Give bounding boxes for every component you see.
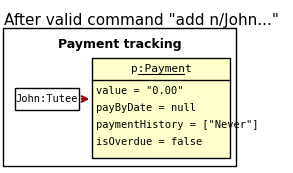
Text: isOverdue = false: isOverdue = false (96, 137, 202, 147)
Text: Payment tracking: Payment tracking (57, 38, 181, 51)
FancyBboxPatch shape (92, 58, 231, 158)
FancyBboxPatch shape (3, 28, 236, 166)
Text: value = "0.00": value = "0.00" (96, 86, 184, 96)
Text: p:Payment: p:Payment (131, 64, 192, 74)
Text: payByDate = null: payByDate = null (96, 103, 196, 113)
FancyBboxPatch shape (15, 88, 79, 110)
Text: paymentHistory = ["Never"]: paymentHistory = ["Never"] (96, 120, 259, 130)
Text: After valid command "add n/John...": After valid command "add n/John..." (4, 13, 279, 28)
Text: John:Tutee: John:Tutee (16, 94, 78, 104)
